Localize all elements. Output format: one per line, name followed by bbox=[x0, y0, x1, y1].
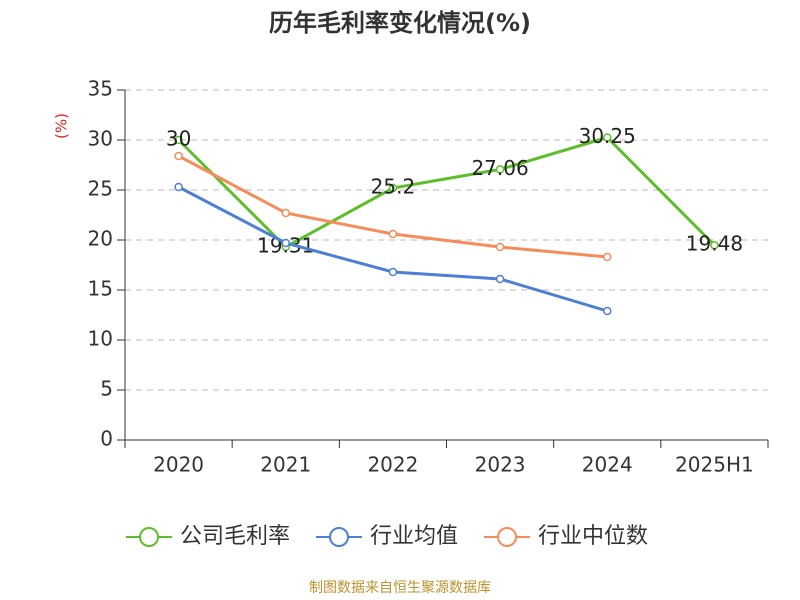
y-tick-label: 5 bbox=[100, 377, 113, 401]
source-note: 制图数据来自恒生聚源数据库 bbox=[309, 580, 491, 596]
legend-label: 行业均值 bbox=[370, 524, 458, 549]
chart-title: 历年毛利率变化情况(%) bbox=[269, 9, 531, 37]
data-point bbox=[603, 133, 612, 142]
y-tick-label: 10 bbox=[88, 327, 113, 351]
data-label: 19.48 bbox=[686, 232, 743, 256]
data-point bbox=[603, 252, 612, 262]
data-point bbox=[174, 151, 183, 161]
data-label: 25.2 bbox=[371, 175, 416, 199]
series-line bbox=[177, 154, 608, 259]
y-tick-label: 25 bbox=[88, 177, 113, 201]
data-point bbox=[388, 267, 398, 277]
y-tick-label: 30 bbox=[88, 127, 113, 151]
legend-marker bbox=[139, 527, 159, 547]
y-tick-label: 15 bbox=[88, 277, 113, 301]
data-point bbox=[281, 208, 290, 218]
data-point bbox=[603, 306, 612, 316]
data-point bbox=[495, 274, 505, 284]
data-point bbox=[710, 240, 719, 250]
legend-marker bbox=[329, 527, 349, 547]
y-tick-label: 35 bbox=[88, 77, 113, 101]
legend-label: 公司毛利率 bbox=[180, 524, 290, 549]
data-point bbox=[388, 183, 398, 193]
legend-label: 行业中位数 bbox=[538, 524, 648, 549]
x-tick-label: 2025H1 bbox=[675, 453, 754, 477]
y-tick-label: 0 bbox=[100, 427, 113, 451]
data-label: 27.06 bbox=[471, 156, 528, 180]
data-label: 30 bbox=[166, 127, 191, 151]
x-tick-label: 2024 bbox=[582, 453, 633, 477]
x-tick-label: 2023 bbox=[475, 453, 526, 477]
data-point bbox=[495, 242, 505, 252]
y-axis-label: (%) bbox=[53, 113, 71, 139]
data-point bbox=[388, 229, 398, 239]
data-label: 30.25 bbox=[579, 124, 636, 148]
series-line bbox=[177, 135, 716, 249]
legend-marker bbox=[497, 527, 517, 547]
data-point bbox=[281, 238, 290, 248]
y-tick-label: 20 bbox=[88, 227, 113, 251]
x-tick-label: 2021 bbox=[260, 453, 311, 477]
x-tick-label: 2020 bbox=[153, 453, 204, 477]
data-point bbox=[174, 182, 183, 192]
data-point bbox=[495, 165, 505, 174]
data-point bbox=[174, 135, 183, 145]
x-tick-label: 2022 bbox=[367, 453, 418, 477]
